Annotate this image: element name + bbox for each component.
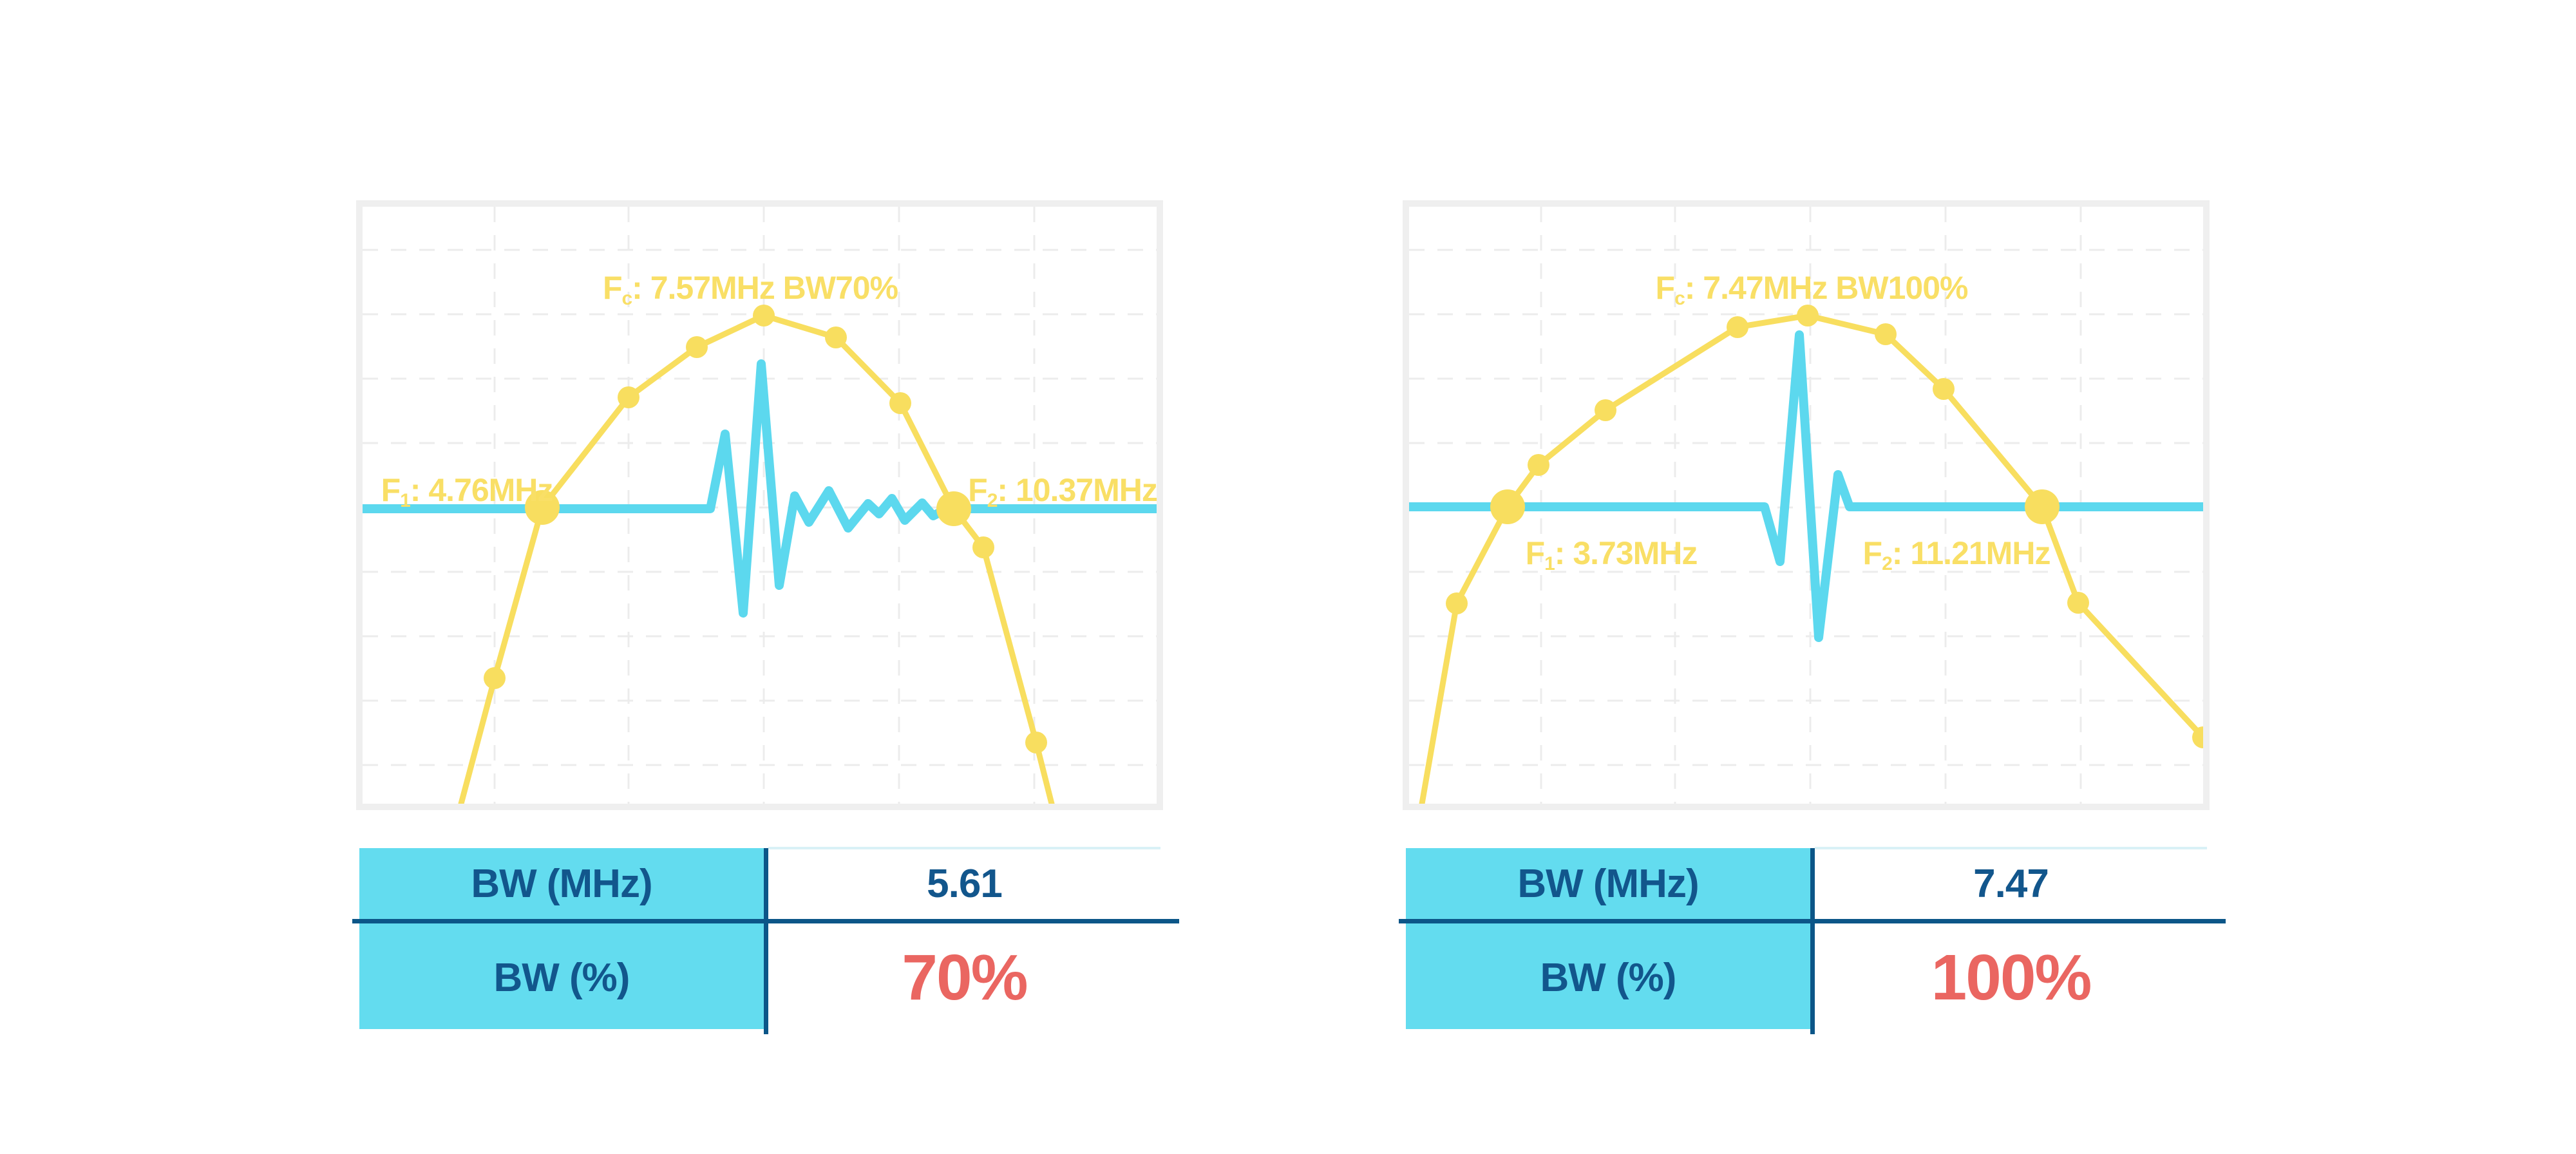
annotation-f2-subscript: 2 — [987, 490, 998, 511]
table-row-label: BW (MHz) — [1517, 861, 1699, 906]
cutoff-frequency-marker — [525, 490, 560, 525]
chart-panel-bw70: Fc: 7.57MHz BW70% F1: 4.76MHz F2: 10.37M… — [356, 200, 1163, 810]
chart-panel-bw100: Fc: 7.47MHz BW100% F1: 3.73MHz F2: 11.21… — [1403, 200, 2210, 810]
annotation-f1-text: : 4.76MHz — [410, 472, 554, 508]
table-row-label: BW (%) — [1540, 955, 1677, 1000]
annotation-f1-prefix: F — [381, 472, 401, 508]
annotation-fc-text: : 7.57MHz BW70% — [632, 270, 898, 306]
spectrum-curve-line — [458, 312, 1055, 804]
bw-table-100: BW (MHz) 7.47 BW (%) 100% — [1399, 846, 2226, 1039]
pulse-waveform-line — [1409, 330, 2203, 642]
annotation-fc-prefix: F — [602, 270, 623, 306]
table-top-rule — [768, 847, 1160, 849]
spectrum-point-marker — [618, 386, 639, 408]
annotation-f1-subscript: 1 — [1544, 553, 1555, 574]
spectrum-point-marker — [686, 336, 708, 358]
spectrum-point-marker — [1797, 305, 1819, 326]
spectrum-point-marker — [889, 392, 911, 414]
spectrum-point-marker — [825, 326, 847, 348]
cutoff-frequency-marker — [1490, 489, 1525, 524]
spectrum-point-marker — [1446, 592, 1468, 614]
annotation-f2: F2: 10.37MHz — [968, 471, 1158, 520]
annotation-f1-text: : 3.73MHz — [1554, 535, 1698, 571]
annotation-fc-prefix: F — [1655, 270, 1676, 306]
annotation-f2-text: : 10.37MHz — [997, 472, 1157, 508]
annotation-f1: F1: 3.73MHz — [1526, 534, 1698, 583]
annotation-fc-text: : 7.47MHz BW100% — [1684, 270, 1969, 306]
annotation-f2-text: : 11.21MHz — [1891, 535, 2051, 571]
annotation-f2-prefix: F — [968, 472, 988, 508]
table-top-rule — [1815, 847, 2207, 849]
table-row-value: 5.61 — [927, 861, 1003, 906]
annotation-fc: Fc: 7.47MHz BW100% — [1655, 269, 1969, 317]
table-row-value-percent: 70% — [902, 941, 1028, 1014]
table-column-divider — [1810, 848, 1815, 1034]
annotation-f2: F2: 11.21MHz — [1862, 534, 2051, 583]
spectrum-point-marker — [1727, 316, 1748, 338]
spectrum-point-marker — [1595, 399, 1616, 421]
table-row-label: BW (%) — [493, 955, 630, 1000]
spectrum-point-marker — [1875, 323, 1897, 345]
bw-table-70: BW (MHz) 5.61 BW (%) 70% — [352, 846, 1179, 1039]
spectrum-point-marker — [2067, 592, 2089, 614]
annotation-f2-subscript: 2 — [1882, 553, 1893, 574]
annotation-f1-prefix: F — [1525, 535, 1546, 571]
spectrum-chart-bw100 — [1409, 207, 2203, 804]
table-row-value-percent: 100% — [1931, 941, 2092, 1014]
annotation-fc: Fc: 7.57MHz BW70% — [603, 269, 898, 317]
annotation-fc-subscript: c — [1674, 288, 1685, 309]
spectrum-point-marker — [2192, 726, 2203, 748]
spectrum-point-marker — [1025, 732, 1047, 753]
spectrum-point-marker — [972, 536, 994, 558]
pulse-waveform-line — [363, 359, 1157, 618]
spectrum-point-marker — [753, 305, 775, 326]
table-row-value: 7.47 — [1973, 861, 2049, 906]
cutoff-frequency-marker — [2025, 489, 2060, 524]
spectrum-point-marker — [1933, 378, 1955, 400]
spectrum-point-marker — [484, 667, 506, 689]
spectrum-point-marker — [1528, 454, 1549, 476]
table-label-column-background — [359, 848, 764, 1029]
annotation-f2-prefix: F — [1862, 535, 1883, 571]
annotation-f1: F1: 4.76MHz — [381, 471, 554, 520]
cutoff-frequency-marker — [936, 491, 971, 526]
annotation-f1-subscript: 1 — [400, 490, 411, 511]
spectrum-chart-bw70 — [363, 207, 1157, 804]
annotation-fc-subscript: c — [621, 288, 632, 309]
table-column-divider — [764, 848, 768, 1034]
table-label-column-background — [1406, 848, 1810, 1029]
table-row-label: BW (MHz) — [471, 861, 652, 906]
